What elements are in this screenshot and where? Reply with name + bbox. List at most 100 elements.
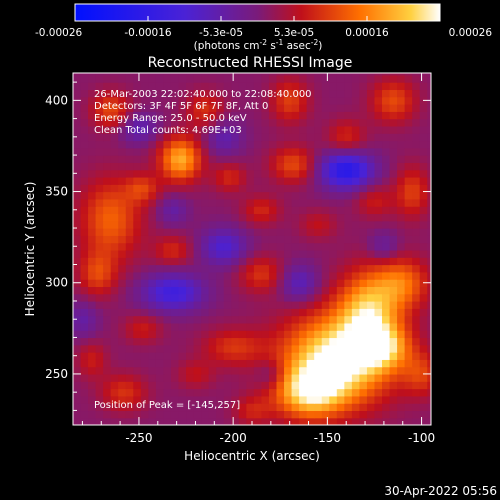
heatmap-cell (374, 184, 383, 193)
heatmap-cell (389, 242, 398, 251)
heatmap-cell (170, 373, 180, 382)
heatmap-cell (80, 373, 89, 382)
heatmap-cell (276, 388, 285, 397)
heatmap-cell (253, 381, 263, 390)
heatmap-cell (178, 308, 187, 317)
heatmap-cell (299, 249, 308, 258)
heatmap-cell (427, 147, 431, 156)
heatmap-cell (321, 330, 330, 339)
heatmap-cell (389, 96, 398, 105)
heatmap-cell (351, 322, 360, 331)
heatmap-cell (208, 381, 217, 390)
heatmap-cell (389, 191, 398, 200)
heatmap-cell (155, 176, 165, 185)
heatmap-cell (284, 395, 293, 404)
heatmap-cell (374, 417, 383, 425)
heatmap-cell (103, 184, 112, 193)
heatmap-cell (306, 366, 315, 375)
heatmap-cell (268, 352, 278, 360)
heatmap-cell (125, 337, 134, 346)
heatmap-cell (412, 352, 421, 360)
heatmap-cell (208, 198, 217, 207)
heatmap-cell (246, 381, 255, 390)
heatmap-cell (208, 184, 217, 193)
heatmap-cell (223, 111, 232, 120)
heatmap-cell (193, 213, 202, 222)
heatmap-cell (284, 89, 293, 98)
heatmap-cell (366, 96, 376, 105)
heatmap-cell (246, 140, 255, 149)
heatmap-cell (314, 133, 323, 142)
heatmap-cell (238, 198, 247, 207)
heatmap-cell (103, 125, 112, 134)
heatmap-cell (133, 125, 142, 134)
heatmap-cell (231, 191, 240, 200)
heatmap-cell (261, 279, 270, 287)
heatmap-cell (103, 257, 112, 266)
heatmap-cell (427, 169, 431, 178)
heatmap-cell (336, 169, 345, 178)
info-annotation: 26-Mar-2003 22:02:40.000 to 22:08:40.000… (94, 89, 312, 136)
heatmap-cell (223, 359, 232, 368)
heatmap-cell (103, 73, 112, 76)
heatmap-cell (344, 373, 353, 382)
heatmap-cell (427, 73, 431, 76)
heatmap-cell (186, 330, 195, 339)
heatmap-cell (201, 366, 210, 375)
heatmap-cell (186, 366, 195, 375)
heatmap-cell (351, 184, 360, 193)
heatmap-cell (216, 271, 225, 280)
heatmap-cell (351, 308, 360, 317)
heatmap-cell (95, 184, 104, 193)
heatmap-cell (374, 235, 383, 244)
heatmap-cell (253, 308, 263, 317)
heatmap-cell (88, 228, 97, 236)
heatmap-cell (193, 198, 202, 207)
heatmap-cell (268, 89, 278, 98)
heatmap-cell (299, 410, 308, 419)
heatmap-cell (216, 381, 225, 390)
heatmap-cell (95, 104, 104, 112)
heatmap-cell (344, 308, 353, 317)
heatmap-cell (223, 140, 232, 149)
heatmap-cell (73, 104, 82, 112)
heatmap-cell (246, 133, 255, 142)
heatmap-cell (125, 373, 134, 382)
heatmap-cell (216, 147, 225, 156)
heatmap-cell (268, 147, 278, 156)
heatmap-cell (201, 257, 210, 266)
heatmap-cell (351, 220, 360, 229)
heatmap-cell (246, 337, 255, 346)
heatmap-cell (246, 118, 255, 127)
heatmap-cell (276, 176, 285, 185)
heatmap-cell (246, 198, 255, 207)
heatmap-cell (246, 89, 255, 98)
heatmap-cell (88, 104, 97, 112)
heatmap-cell (155, 359, 165, 368)
heatmap-cell (419, 235, 428, 244)
heatmap-cell (208, 140, 217, 149)
heatmap-cell (110, 264, 119, 273)
heatmap-cell (80, 176, 89, 185)
heatmap-cell (148, 257, 157, 266)
heatmap-cell (170, 417, 180, 425)
heatmap-cell (336, 249, 345, 258)
heatmap-cell (329, 184, 338, 193)
heatmap-cell (253, 140, 263, 149)
colorbar: -0.00026 -0.00016 -5.3e-05 5.3e-05 0.00016 0.… (35, 3, 492, 52)
heatmap-cell (95, 169, 104, 178)
heatmap-cell (110, 169, 119, 178)
heatmap-cell (95, 271, 104, 280)
heatmap-cell (253, 403, 263, 412)
heatmap-cell (88, 286, 97, 295)
heatmap-cell (231, 264, 240, 273)
heatmap-cell (344, 352, 353, 360)
heatmap-cell (216, 184, 225, 193)
heatmap-cell (125, 82, 134, 91)
heatmap-cell (382, 125, 391, 134)
heatmap-cell (178, 286, 187, 295)
heatmap-cell (329, 213, 338, 222)
heatmap-cell (404, 330, 413, 339)
heatmap-cell (193, 74, 202, 83)
heatmap-cell (178, 330, 187, 339)
